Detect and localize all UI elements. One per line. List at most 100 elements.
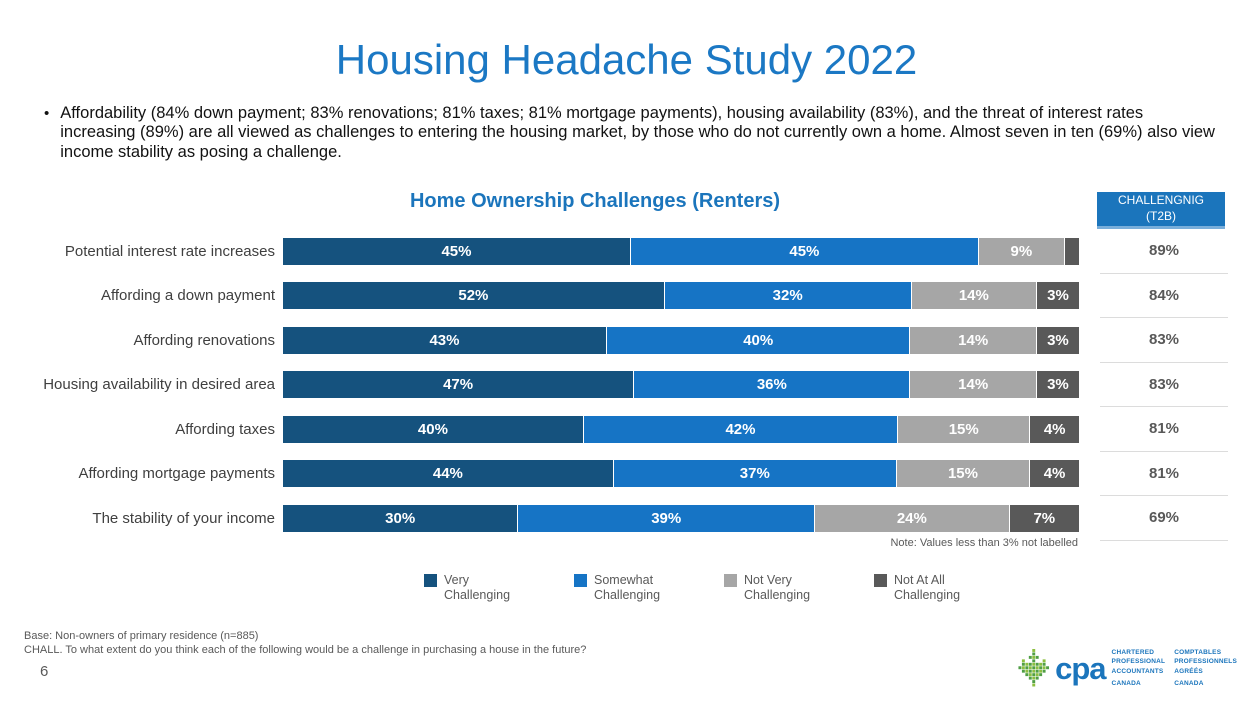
chart-title: Home Ownership Challenges (Renters) — [409, 190, 781, 212]
bar-value-label: 42% — [725, 420, 756, 438]
category-label: The stability of your income — [92, 509, 275, 527]
bar-segment: 52% — [283, 282, 664, 310]
category-label: Affording taxes — [175, 420, 275, 438]
bullet-marker: • — [44, 105, 50, 122]
bar-segment: 3% — [1035, 371, 1079, 399]
bar-value-label: 30% — [385, 509, 416, 527]
t2b-value: 89% — [1100, 229, 1228, 274]
category-label: Potential interest rate increases — [64, 242, 275, 260]
bar-value-label: 39% — [651, 509, 682, 527]
maple-leaf-icon — [1018, 649, 1050, 687]
stacked-bar: 40% 42% 15% 4% — [283, 415, 1080, 443]
bar-segment: 45% — [283, 237, 630, 265]
chart-row: Affording renovations 43% 40% 14% 3% 83% — [30, 318, 1228, 363]
cpa-logo: cpa Chartered Professional Accountants Cana… — [1015, 648, 1237, 689]
chart-row: The stability of your income 30% 39% 24% 7% 6… — [30, 496, 1228, 541]
t2b-value: 83% — [1100, 318, 1228, 363]
bar-value-label: 14% — [958, 287, 989, 305]
chart-row: Affording mortgage payments 44% 37% 15% 4% 81… — [30, 452, 1228, 496]
t2b-header-line2: (T2B) — [1146, 209, 1176, 223]
logo-text-line: Canada — [1174, 680, 1204, 688]
summary-bullet: • Affordability (84% down payment; 83% r… — [44, 104, 1219, 162]
chart-row: Potential interest rate increases 45% 45% 9… — [30, 229, 1228, 274]
footer-base-text: Base: Non-owners of primary residence (n… — [24, 630, 259, 642]
cpa-wordmark: cpa — [1055, 650, 1106, 686]
legend-swatch — [424, 574, 437, 587]
bar-value-label: 4% — [1043, 465, 1066, 483]
stacked-bar: 47% 36% 14% 3% — [283, 371, 1079, 399]
category-label: Affording mortgage payments — [78, 465, 275, 483]
bar-segment: 9% — [977, 237, 1064, 265]
chart-note: Note: Values less than 3% not labelled — [890, 537, 1078, 549]
t2b-value: 84% — [1100, 274, 1228, 318]
logo-text-line: Professional — [1111, 658, 1166, 666]
page-number: 6 — [40, 663, 49, 680]
bar-value-label: 44% — [432, 465, 463, 483]
chart-legend: Very Challenging Somewhat Challenging Not … — [424, 573, 978, 603]
bar-value-label: 45% — [789, 242, 820, 260]
legend-item: Very Challenging — [424, 573, 528, 603]
bar-value-label: 40% — [743, 331, 774, 349]
logo-text-line: Chartered — [1111, 649, 1155, 656]
chart-row: Affording taxes 40% 42% 15% 4% 81% — [30, 407, 1228, 452]
chart-row: Affording a down payment 52% 32% 14% 3% 84% — [30, 274, 1228, 318]
footer-question-text: CHALL. To what extent do you think each … — [24, 644, 587, 656]
bar-value-label: 43% — [429, 331, 460, 349]
legend-swatch — [574, 574, 587, 587]
stacked-bar: 43% 40% 14% 3% — [283, 326, 1079, 354]
bar-segment: 4% — [1029, 415, 1080, 443]
bar-segment: 15% — [897, 415, 1030, 443]
bar-segment: 7% — [1008, 504, 1079, 532]
bar-value-label: 9% — [1010, 242, 1033, 260]
legend-label: Very Challenging — [444, 573, 511, 602]
bar-value-label: 15% — [947, 465, 978, 483]
bar-segment: 39% — [517, 504, 815, 532]
bar-segment — [1063, 237, 1079, 265]
legend-item: Not Very Challenging — [724, 573, 828, 603]
bar-value-label: 7% — [1033, 509, 1056, 527]
legend-label: Somewhat Challenging — [594, 573, 661, 602]
bar-segment: 3% — [1035, 326, 1079, 354]
logo-text-line: Canada — [1111, 680, 1141, 688]
bar-segment: 15% — [895, 460, 1030, 488]
cpa-logo-text-fr: Comptables Professionnels Agréés Canada — [1174, 648, 1237, 689]
t2b-value: 81% — [1100, 452, 1228, 496]
bar-value-label: 37% — [739, 465, 770, 483]
bar-segment: 32% — [663, 282, 911, 310]
stacked-bar: 30% 39% 24% 7% — [283, 504, 1079, 532]
bar-segment: 45% — [629, 237, 978, 265]
category-label: Affording a down payment — [100, 287, 275, 305]
bar-value-label: 47% — [443, 376, 474, 394]
bar-value-label: 15% — [948, 420, 979, 438]
stacked-bar: 44% 37% 15% 4% — [283, 460, 1079, 488]
bar-segment: 14% — [910, 282, 1037, 310]
legend-swatch — [724, 574, 737, 587]
bar-value-label: 3% — [1047, 287, 1069, 305]
category-label: Affording renovations — [133, 331, 275, 349]
bar-segment: 4% — [1029, 460, 1079, 488]
cpa-logo-text-en: Chartered Professional Accountants Canada — [1112, 648, 1166, 689]
chart-row: Housing availability in desired area 47% 3… — [30, 363, 1228, 407]
bar-segment: 36% — [633, 371, 910, 399]
summary-text: Affordability (84% down payment; 83% ren… — [60, 104, 1215, 161]
logo-text-line: Comptables — [1174, 649, 1222, 656]
bar-value-label: 45% — [441, 242, 472, 260]
bar-segment: 3% — [1036, 282, 1079, 310]
bar-segment: 30% — [283, 504, 518, 532]
stacked-bar: 52% 32% 14% 3% — [283, 282, 1079, 310]
bar-segment: 24% — [814, 504, 1009, 532]
page-title: Housing Headache Study 2022 — [335, 36, 918, 83]
logo-text-line: Accountants — [1111, 667, 1164, 675]
logo-text-line: Agréés — [1174, 667, 1203, 675]
t2b-value: 69% — [1100, 496, 1228, 541]
bar-segment: 43% — [283, 326, 606, 354]
bar-value-label: 36% — [756, 376, 787, 394]
legend-item: Somewhat Challenging — [574, 573, 678, 603]
bar-value-label: 14% — [958, 376, 989, 394]
bar-segment: 40% — [605, 326, 910, 354]
bar-value-label: 14% — [958, 331, 989, 349]
bar-segment: 14% — [909, 371, 1036, 399]
bar-segment: 14% — [909, 326, 1036, 354]
category-label: Housing availability in desired area — [43, 376, 275, 394]
legend-label: Not Very Challenging — [744, 573, 811, 602]
